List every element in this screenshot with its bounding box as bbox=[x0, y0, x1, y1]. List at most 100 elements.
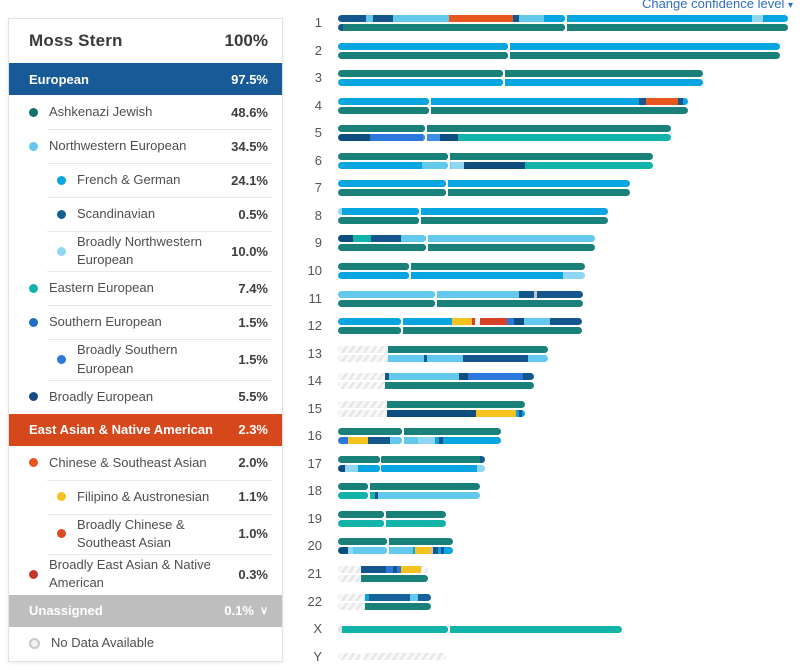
ancestry-row-southern-european[interactable]: Southern European 1.5% bbox=[9, 305, 282, 339]
chromosome-8-copy-1[interactable] bbox=[338, 207, 608, 215]
chromosome-10-copy-2[interactable] bbox=[338, 271, 585, 279]
segment-cyan bbox=[364, 593, 370, 601]
population-dot-icon bbox=[29, 569, 38, 579]
chromosome-label-X: X bbox=[313, 621, 322, 637]
section-value: 97.5% bbox=[231, 71, 268, 87]
segment-green bbox=[457, 134, 671, 142]
population-dot-icon bbox=[57, 529, 66, 539]
chromosome-12-copy-1[interactable] bbox=[338, 318, 582, 326]
segment-pale bbox=[451, 161, 464, 169]
centromere-notch bbox=[378, 464, 382, 472]
chromosome-20-copy-2[interactable] bbox=[338, 547, 453, 555]
chromosome-3-copy-2[interactable] bbox=[338, 79, 703, 87]
chromosome-Y-copy-1[interactable] bbox=[338, 653, 446, 661]
segment-sky bbox=[426, 354, 463, 362]
chromosome-bars-11 bbox=[338, 290, 583, 307]
chromosome-15-copy-2[interactable] bbox=[338, 409, 525, 417]
segment-hatch bbox=[338, 345, 389, 353]
chromosome-7-copy-1[interactable] bbox=[338, 180, 630, 188]
chromosome-19-copy-2[interactable] bbox=[338, 519, 446, 527]
segment-pale bbox=[417, 437, 435, 445]
chromosome-18-copy-1[interactable] bbox=[338, 483, 480, 491]
chromosome-1-copy-2[interactable] bbox=[338, 24, 788, 31]
chromosome-label-13: 13 bbox=[307, 345, 322, 361]
centromere-notch bbox=[400, 437, 404, 445]
segment-cyan bbox=[438, 547, 442, 555]
chromosome-22-copy-1[interactable] bbox=[338, 593, 431, 601]
chromosome-17-copy-2[interactable] bbox=[338, 464, 485, 472]
chromosome-16-copy-1[interactable] bbox=[338, 428, 501, 436]
ancestry-row-filipino-austronesian[interactable]: Filipino & Austronesian 1.1% bbox=[9, 479, 282, 514]
ancestry-value: 0.5% bbox=[238, 206, 268, 222]
chromosome-10-copy-1[interactable] bbox=[338, 262, 585, 270]
chromosome-row-19: 19 bbox=[300, 510, 446, 527]
chromosome-bars-22 bbox=[338, 593, 431, 610]
chromosome-7-copy-2[interactable] bbox=[338, 189, 630, 197]
chromosome-3-copy-1[interactable] bbox=[338, 70, 703, 78]
chromosome-4-copy-2[interactable] bbox=[338, 106, 688, 114]
segment-cyan bbox=[521, 409, 525, 417]
chromosome-4-copy-1[interactable] bbox=[338, 97, 688, 105]
chromosome-9-copy-2[interactable] bbox=[338, 244, 595, 252]
chromosome-16-copy-2[interactable] bbox=[338, 437, 501, 445]
chromosome-bars-15 bbox=[338, 400, 525, 417]
ancestry-row-french-german[interactable]: French & German 24.1% bbox=[9, 163, 282, 197]
segment-navy bbox=[385, 373, 389, 381]
chromosome-11-copy-2[interactable] bbox=[338, 299, 583, 307]
chromosome-15-copy-1[interactable] bbox=[338, 400, 525, 408]
chromosome-14-copy-1[interactable] bbox=[338, 373, 534, 381]
chromosome-6-copy-1[interactable] bbox=[338, 152, 653, 160]
ancestry-value: 1.5% bbox=[238, 314, 268, 330]
ancestry-row-scandinavian[interactable]: Scandinavian 0.5% bbox=[9, 197, 282, 231]
segment-royal bbox=[369, 134, 423, 142]
chromosome-14-copy-2[interactable] bbox=[338, 382, 534, 390]
chromosome-X-copy-1[interactable] bbox=[338, 625, 622, 633]
chromosome-label-3: 3 bbox=[314, 70, 322, 86]
ancestry-row-ashkenazi-jewish[interactable]: Ashkenazi Jewish 48.6% bbox=[9, 95, 282, 129]
chromosome-6-copy-2[interactable] bbox=[338, 161, 653, 169]
segment-royal bbox=[467, 373, 523, 381]
chromosome-19-copy-1[interactable] bbox=[338, 510, 446, 518]
segment-cyan bbox=[338, 161, 423, 169]
segment-navy bbox=[639, 97, 646, 105]
ancestry-row-eastern-european[interactable]: Eastern European 7.4% bbox=[9, 271, 282, 305]
segment-darkblue bbox=[338, 464, 346, 472]
chromosome-2-copy-1[interactable] bbox=[338, 42, 780, 50]
centromere-notch bbox=[359, 653, 363, 661]
ancestry-row-broadly-northwestern-european[interactable]: Broadly Northwestern European 10.0% bbox=[9, 231, 282, 271]
chromosome-row-5: 5 bbox=[300, 125, 671, 142]
population-dot-icon bbox=[29, 107, 38, 117]
chromosome-13-copy-1[interactable] bbox=[338, 345, 548, 353]
ancestry-label: Ashkenazi Jewish bbox=[49, 103, 153, 119]
chromosome-21-copy-2[interactable] bbox=[338, 575, 428, 582]
chromosome-5-copy-1[interactable] bbox=[338, 125, 671, 133]
ancestry-row-broadly-european[interactable]: Broadly European 5.5% bbox=[9, 379, 282, 414]
chromosome-9-copy-1[interactable] bbox=[338, 235, 595, 243]
chromosome-22-copy-2[interactable] bbox=[338, 602, 431, 610]
chromosome-20-copy-1[interactable] bbox=[338, 538, 453, 546]
centromere-notch bbox=[423, 125, 427, 133]
ancestry-row-chinese-southeast-asian[interactable]: Chinese & Southeast Asian 2.0% bbox=[9, 446, 282, 480]
ancestry-row-northwestern-european[interactable]: Northwestern European 34.5% bbox=[9, 129, 282, 163]
chromosome-17-copy-1[interactable] bbox=[338, 455, 485, 463]
chromosome-1-copy-1[interactable] bbox=[338, 15, 788, 22]
chromosome-row-13: 13 bbox=[300, 345, 548, 362]
chromosome-11-copy-1[interactable] bbox=[338, 290, 583, 298]
ancestry-row-broadly-southern-european[interactable]: Broadly Southern European 1.5% bbox=[9, 339, 282, 379]
change-confidence-link[interactable]: Change confidence level ▾ bbox=[642, 0, 793, 11]
chromosome-row-2: 2 bbox=[300, 42, 780, 59]
ancestry-row-broadly-chinese-southeast-asian[interactable]: Broadly Chinese & Southeast Asian 1.0% bbox=[9, 513, 282, 554]
chromosome-8-copy-2[interactable] bbox=[338, 216, 608, 224]
chromosome-21-copy-1[interactable] bbox=[338, 566, 428, 573]
chromosome-18-copy-2[interactable] bbox=[338, 492, 480, 500]
section-label: European bbox=[29, 71, 89, 87]
ancestry-row-broadly-east-asian-native-american[interactable]: Broadly East Asian & Native American 0.3% bbox=[9, 554, 282, 594]
chromosome-2-copy-2[interactable] bbox=[338, 51, 780, 59]
chromosome-5-copy-2[interactable] bbox=[338, 134, 671, 142]
section-header-unassigned[interactable]: Unassigned 0.1% ∨ bbox=[9, 594, 282, 627]
chromosome-12-copy-2[interactable] bbox=[338, 327, 582, 335]
segment-darkblue bbox=[513, 318, 524, 326]
ancestry-row-no-data-available[interactable]: No Data Available bbox=[9, 627, 282, 661]
chromosome-13-copy-2[interactable] bbox=[338, 354, 548, 362]
ancestry-list: European 97.5% Ashkenazi Jewish 48.6% Northw… bbox=[9, 63, 282, 661]
